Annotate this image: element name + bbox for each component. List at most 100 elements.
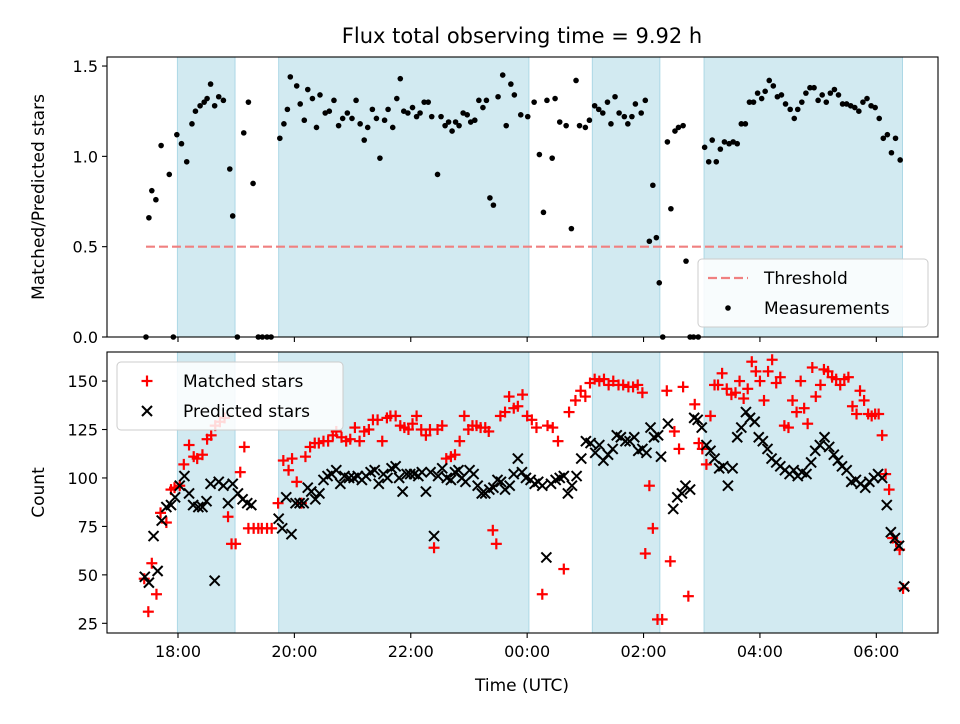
data-point [445,474,457,486]
data-point [409,104,416,111]
data-point [226,478,239,490]
data-point [445,119,452,125]
series-measurements [143,72,903,340]
data-point [839,101,846,107]
data-point [428,542,440,554]
data-point [758,394,770,406]
data-point [344,110,351,116]
x-tick-label: 18:00 [155,642,201,661]
data-point [840,464,853,476]
data-point [573,77,579,84]
data-point [211,102,218,109]
data-point [563,406,575,418]
data-point [819,92,825,98]
data-point [432,470,444,482]
data-point [449,449,461,461]
data-point [471,117,478,124]
data-point [655,450,667,463]
data-point [393,472,405,484]
data-point [575,452,587,465]
data-point [372,414,384,426]
data-point [357,121,363,127]
plot-frame [106,351,939,634]
data-point [283,464,295,476]
y-tick-label: 25 [78,614,98,633]
data-point [766,77,773,84]
data-point [625,121,631,127]
data-point [487,481,500,494]
data-point [349,115,355,122]
data-point [250,180,256,187]
data-point [662,417,674,430]
data-point [405,110,411,116]
data-point [425,99,432,105]
x-tick-label: 06:00 [853,642,899,661]
data-point [888,149,895,156]
data-point [742,121,749,127]
data-point [738,393,750,405]
data-point [421,99,427,105]
data-point [872,104,878,111]
data-point [354,435,366,447]
data-point [802,418,814,430]
data-point [297,101,304,107]
data-point [276,522,288,535]
data-point [704,410,716,422]
data-point [544,97,550,104]
data-point [851,104,858,111]
data-point [717,460,729,473]
data-point [757,435,769,447]
data-point [373,115,380,122]
data-point [476,97,482,104]
data-point [742,383,754,395]
data-point [542,420,554,432]
data-point [280,491,292,504]
data-point [487,524,499,536]
data-point [859,481,871,494]
data-point [220,97,227,104]
data-point [499,72,506,78]
data-point [854,385,866,397]
data-point [304,86,311,93]
data-point [632,379,644,391]
data-point [349,422,361,434]
data-point [593,439,606,451]
series-predicted-stars [139,406,910,593]
data-point [856,108,862,114]
data-point [413,113,420,120]
data-point [339,115,346,122]
data-point [818,431,831,443]
observing-interval [591,56,661,338]
data-point [750,99,757,105]
data-point [503,122,510,129]
data-point [716,367,728,379]
data-point [628,431,640,443]
data-point [889,532,901,544]
data-point [791,115,798,122]
data-point [511,92,518,98]
data-point [612,93,618,100]
data-point [536,588,548,600]
legend: Matched stars Predicted stars [116,361,344,431]
data-point [558,563,570,575]
data-point [770,83,777,89]
data-point [575,385,587,397]
data-point [636,387,648,399]
data-point [150,588,162,600]
data-point [272,497,284,509]
data-point [762,88,768,95]
data-point [313,124,320,131]
data-point [598,373,610,385]
data-point [512,452,524,465]
legend: Threshold Measurements [697,258,929,328]
data-point [668,205,674,212]
data-point [705,158,712,165]
series-matched-stars [138,354,909,625]
data-point [754,375,766,387]
x-axis-label: Time (UTC) [474,676,569,696]
data-point [873,408,885,420]
data-point [230,538,242,550]
chart-title: Flux total observing time = 9.92 h [342,24,702,48]
